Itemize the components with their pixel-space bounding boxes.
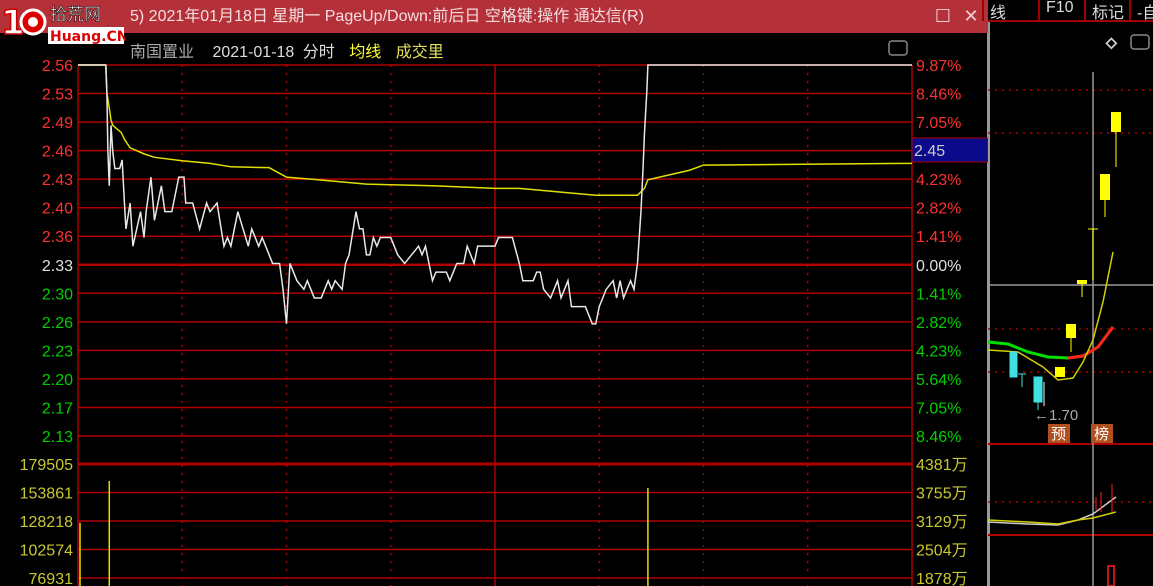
side-kline-chart: ◇ ←1.70 预 榜 [988, 22, 1153, 586]
tab-f10[interactable]: F10 [1038, 0, 1074, 21]
pct-tick-label: 4.23% [916, 172, 961, 189]
price-tick-label: 2.30 [42, 286, 73, 303]
price-tick-label: 2.26 [42, 315, 73, 332]
amount-tick-label: 2504万 [916, 543, 968, 560]
forecast-badge[interactable]: 预 [1051, 426, 1066, 443]
chart-mode: 分时 [302, 44, 335, 61]
price-tick-label: 2.36 [42, 229, 73, 246]
current-price-box [911, 137, 988, 163]
volume-tick-label: 128218 [20, 514, 73, 531]
pct-tick-label: 4.23% [916, 343, 961, 360]
pct-tick-label: 7.05% [916, 400, 961, 417]
price-tick-label: 2.53 [42, 87, 73, 104]
panel-toggle-icon[interactable] [1130, 34, 1150, 50]
price-tick-label: 2.40 [42, 201, 73, 218]
pct-tick-label: 2.82% [916, 201, 961, 218]
volume-tick-label: 102574 [20, 543, 73, 560]
window-title: 5) 2021年01月18日 星期一 PageUp/Down:前后日 空格键:操… [130, 8, 644, 25]
ranking-badge[interactable]: 榜 [1094, 426, 1109, 443]
tab-custom[interactable]: -自 [1129, 0, 1153, 22]
stock-name: 南国置业 [130, 44, 195, 61]
title-bar: 5) 2021年01月18日 星期一 PageUp/Down:前后日 空格键:操… [0, 0, 988, 33]
pct-tick-label: 2.82% [916, 315, 961, 332]
top-tabs: 线 F10 标记 -自 [982, 0, 1153, 22]
price-tick-label: 2.43 [42, 172, 73, 189]
amount-tick-label: 1878万 [916, 571, 968, 586]
pct-tick-label: 9.87% [916, 58, 961, 75]
volume-tick-label: 153861 [20, 486, 73, 503]
low-price-label: ←1.70 [1034, 407, 1078, 424]
volume-tick-label: 179505 [20, 457, 73, 474]
maximize-button[interactable]: ☐ [934, 6, 952, 26]
amount-tick-label: 3129万 [916, 514, 968, 531]
pct-tick-label: 5.64% [916, 372, 961, 389]
amount-tick-label: 4381万 [916, 457, 968, 474]
avg-line-label[interactable]: 均线 [349, 44, 382, 61]
tab-mark[interactable]: 标记 [1084, 0, 1124, 22]
pct-tick-label: 1.41% [916, 229, 961, 246]
panel-toggle-icon[interactable] [888, 40, 908, 56]
price-line [78, 64, 912, 325]
price-tick-label: 2.20 [42, 372, 73, 389]
volume-label[interactable]: 成交里 [395, 44, 444, 61]
svg-text:Huang.CN: Huang.CN [50, 29, 125, 45]
watermark-logo: 1 拾荒网 Huang.CN [0, 2, 125, 45]
price-tick-label: 2.17 [42, 400, 73, 417]
chart-date: 2021-01-18 [212, 44, 295, 61]
pct-tick-label: 1.41% [916, 286, 961, 303]
chart-header: 南国置业 2021-01-18 分时 均线 成交里 [130, 38, 454, 62]
avg-price-line [78, 64, 913, 197]
price-tick-label: 2.13 [42, 429, 73, 446]
diamond-icon[interactable]: ◇ [1106, 34, 1118, 51]
amount-tick-label: 3755万 [916, 486, 968, 503]
svg-text:拾荒网: 拾荒网 [50, 5, 101, 25]
tab-line[interactable]: 线 [982, 0, 1006, 22]
price-tick-label: 2.49 [42, 115, 73, 132]
price-tick-label: 2.46 [42, 144, 73, 161]
price-tick-label: 2.23 [42, 343, 73, 360]
intraday-chart: 2.56 9.87% 2.53 8.46% 2.49 7.05% 2.46 5.64% 2.43… [20, 33, 988, 586]
price-tick-label: 2.56 [42, 58, 73, 75]
current-price-label: 2.45 [914, 143, 945, 160]
volume-tick-label: 76931 [29, 571, 74, 586]
pct-tick-label: 8.46% [916, 87, 961, 104]
price-tick-label: 2.33 [42, 258, 73, 275]
close-button[interactable]: ✕ [963, 6, 979, 26]
pct-tick-label: 8.46% [916, 429, 961, 446]
pct-tick-label: 7.05% [916, 115, 961, 132]
pct-tick-label: 0.00% [916, 258, 961, 275]
